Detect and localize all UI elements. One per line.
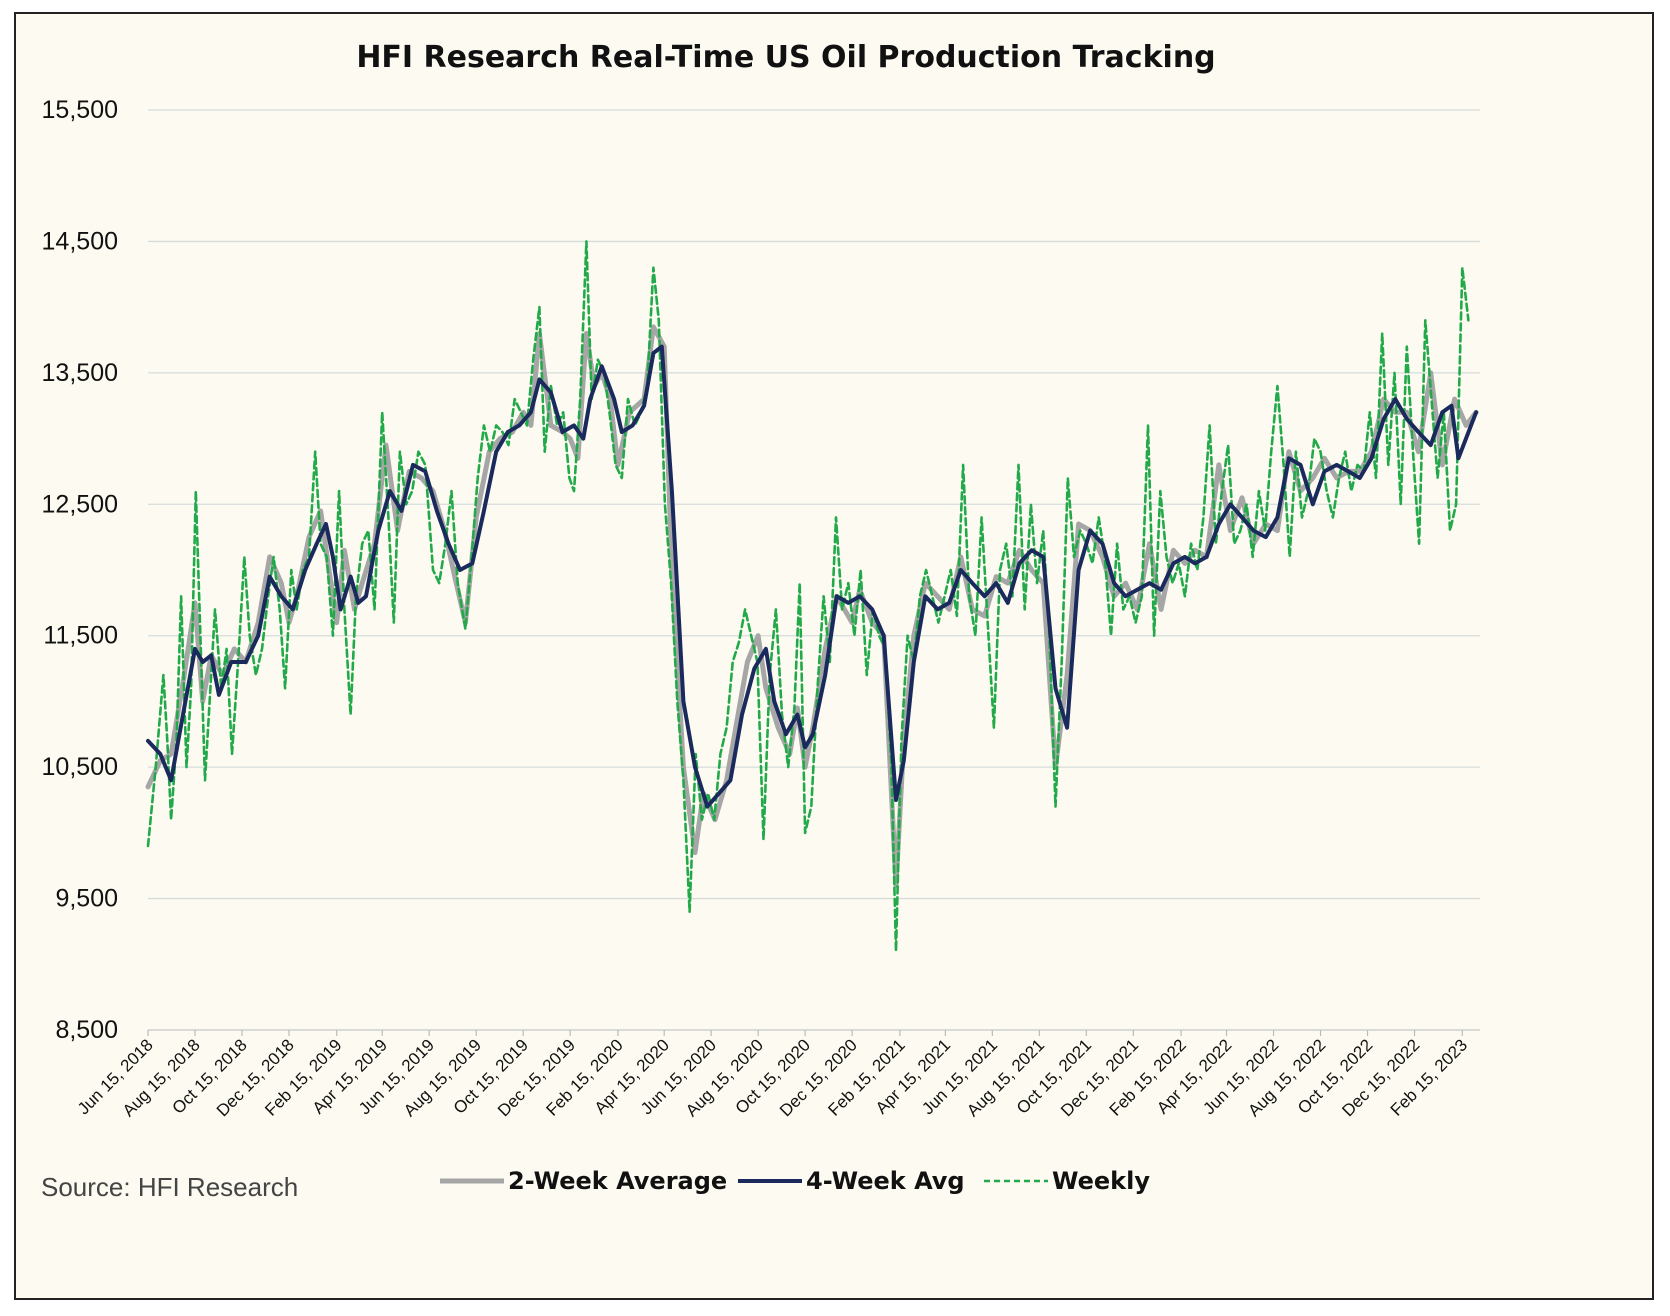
chart-frame: HFI Research Real-Time US Oil Production… [14, 12, 1654, 1300]
oil-production-chart: HFI Research Real-Time US Oil Production… [41, 40, 1480, 1202]
y-tick-label: 14,500 [42, 227, 118, 255]
y-tick-label: 11,500 [43, 622, 118, 650]
series-line-weekly [146, 240, 1470, 953]
series-lines [145, 240, 1479, 953]
legend-label: 2-Week Average [508, 1167, 727, 1195]
y-tick-label: 13,500 [42, 359, 118, 387]
legend-label: Weekly [1052, 1167, 1150, 1195]
source-note: Source: HFI Research [41, 1172, 298, 1202]
y-tick-label: 15,500 [42, 96, 118, 124]
y-tick-label: 8,500 [55, 1016, 118, 1044]
axes: 8,500 9,500 10,500 11,500 12,500 13,500 14,500… [42, 96, 1480, 1120]
chart-title: HFI Research Real-Time US Oil Production… [356, 40, 1215, 75]
y-tick-label: 10,500 [42, 753, 118, 781]
gridlines [148, 109, 1480, 900]
series-line-4-week-avg [146, 344, 1479, 809]
y-tick-label: 12,500 [42, 490, 118, 518]
legend-label: 4-Week Avg [806, 1167, 965, 1195]
y-tick-label: 9,500 [55, 885, 118, 913]
legend: 2-Week Average 4-Week Avg Weekly [440, 1167, 1150, 1195]
